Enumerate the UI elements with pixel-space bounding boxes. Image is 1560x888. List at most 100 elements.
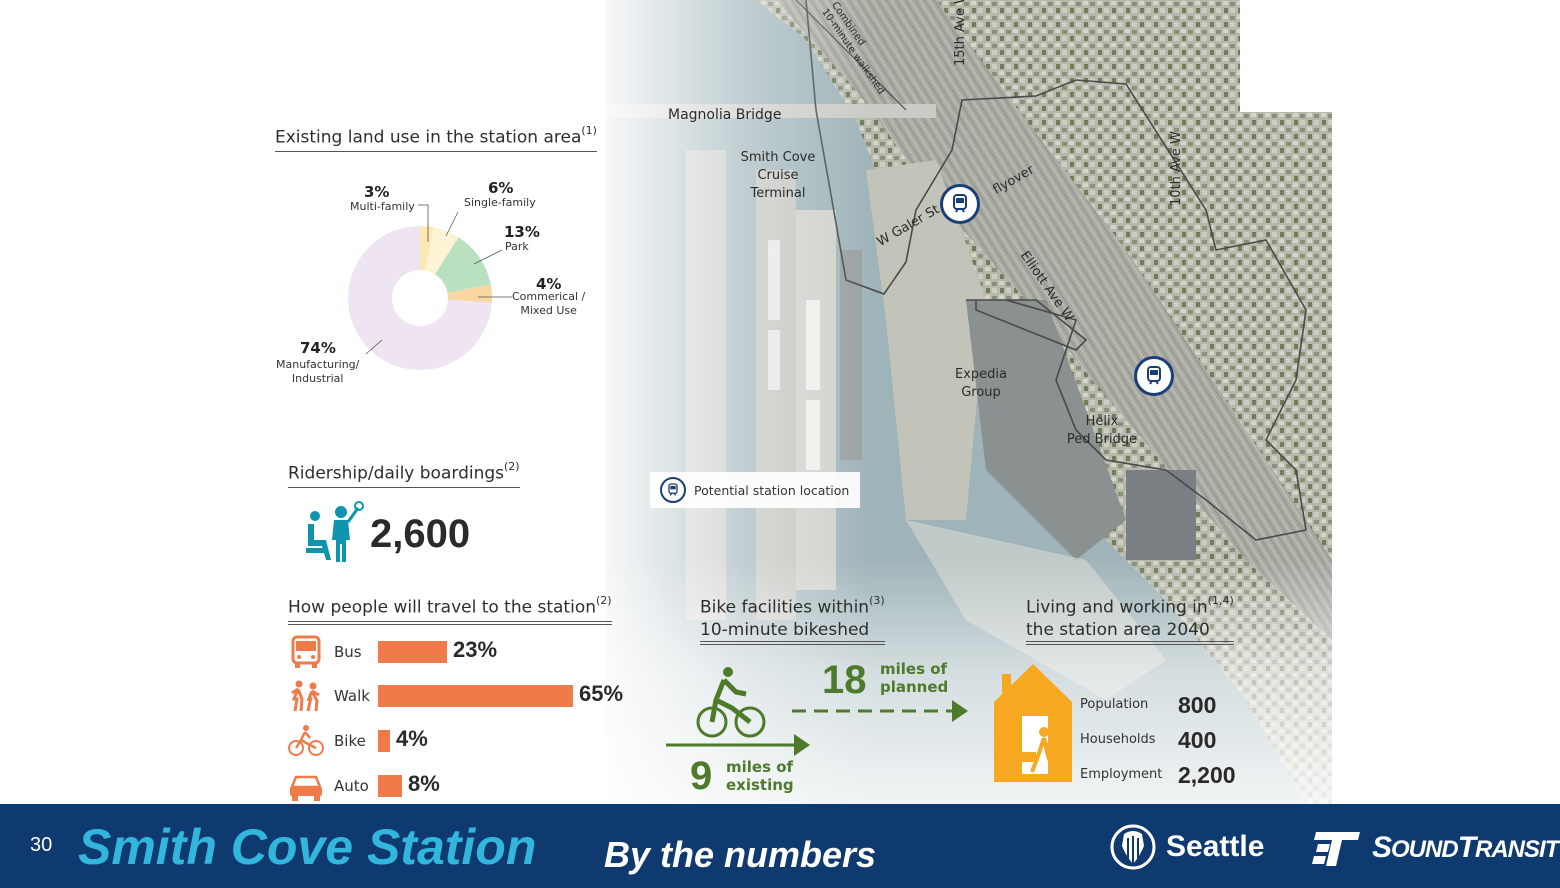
mode-label-bike: Bike bbox=[334, 732, 366, 750]
walk-icon-drawing bbox=[291, 680, 320, 712]
house-worker-icon bbox=[994, 664, 1072, 782]
mode-pct-bike: 4% bbox=[396, 726, 428, 751]
pie-cat-industrial-line1: Manufacturing/ bbox=[276, 358, 360, 371]
living-title: Living and working in(1,4) the station a… bbox=[1026, 592, 1234, 647]
legend-station-pin bbox=[660, 477, 686, 503]
car-icon bbox=[288, 769, 324, 803]
mode-label-walk: Walk bbox=[334, 687, 370, 705]
mode-pct-bus: 23% bbox=[453, 637, 498, 662]
bike-planned-value: 18 bbox=[822, 658, 867, 702]
seattle-logo: Seattle bbox=[1110, 824, 1264, 870]
land-use-title-text: Existing land use in the station area bbox=[275, 127, 582, 148]
pie-cat-industrial-line2: Industrial bbox=[291, 372, 344, 385]
bike-title-line2: 10-minute bikeshed bbox=[700, 619, 885, 642]
slide-title: Smith Cove Station bbox=[78, 819, 537, 875]
mode-label-auto: Auto bbox=[334, 777, 369, 795]
pie-leader-lines bbox=[365, 204, 512, 355]
sound-transit-mark-icon bbox=[1312, 832, 1360, 866]
living-label-population: Population bbox=[1080, 697, 1149, 712]
ridership-ref: (2) bbox=[504, 460, 520, 473]
car-icon-drawing bbox=[290, 775, 322, 801]
train-icon bbox=[953, 194, 967, 213]
bus-icon bbox=[288, 635, 324, 669]
train-icon bbox=[1147, 366, 1161, 385]
bike-planned-caption: miles of planned bbox=[880, 660, 948, 696]
sound-transit-logo: SOUNDTRANSIT bbox=[1312, 826, 1559, 870]
travel-ref: (2) bbox=[596, 594, 612, 607]
mode-label-bus: Bus bbox=[334, 643, 362, 661]
st-logo-t: T bbox=[1457, 831, 1476, 864]
mode-bar-bike bbox=[378, 730, 390, 752]
map-label-smith-cove-line3: Terminal bbox=[750, 186, 806, 201]
legend-label: Potential station location bbox=[694, 482, 850, 498]
map-label-helix-line2: Ped Bridge bbox=[1066, 432, 1138, 447]
walk-icon bbox=[288, 679, 324, 713]
pie-cat-industrial: Manufacturing/ Industrial bbox=[276, 358, 359, 386]
mode-row-auto: Auto 8% bbox=[288, 768, 648, 804]
living-title-underline bbox=[1026, 643, 1234, 645]
donut-slice-multi-family bbox=[420, 226, 434, 271]
pie-pct-single-family: 6% bbox=[488, 179, 514, 197]
pie-cat-commercial-line2: Mixed Use bbox=[520, 304, 577, 317]
map-label-expedia-line1: Expedia bbox=[955, 367, 1007, 382]
living-title-line2: the station area 2040 bbox=[1026, 619, 1234, 642]
mode-row-walk: Walk 65% bbox=[288, 678, 648, 714]
bike-planned-caption-line1: miles of bbox=[880, 660, 948, 678]
living-label-households: Households bbox=[1080, 732, 1156, 747]
bike-icon-drawing bbox=[288, 725, 324, 756]
bike-existing-caption-line2: existing bbox=[726, 776, 794, 794]
st-logo-ransit: RANSIT bbox=[1475, 836, 1559, 863]
bike-ref: (3) bbox=[869, 594, 885, 607]
living-value-households: 400 bbox=[1178, 727, 1217, 753]
st-logo-s: S bbox=[1372, 831, 1392, 864]
donut-slice-industrial bbox=[348, 226, 492, 370]
station-pin-south[interactable] bbox=[1134, 356, 1174, 396]
cyclist-icon bbox=[696, 667, 766, 738]
map-label-magnolia-bridge: Magnolia Bridge bbox=[668, 107, 782, 123]
land-use-ref: (1) bbox=[581, 124, 597, 137]
pie-cat-commercial: Commerical / Mixed Use bbox=[512, 290, 585, 318]
slide-subtitle: By the numbers bbox=[604, 834, 877, 875]
map-label-expedia-line2: Group bbox=[961, 385, 1001, 400]
bike-title-line1-text: Bike facilities within bbox=[700, 597, 870, 618]
bus-icon-drawing bbox=[291, 635, 321, 668]
map-label-smith-cove-terminal: Smith Cove Cruise Terminal bbox=[736, 149, 820, 203]
map-label-15th-ave: 15th Ave W bbox=[953, 0, 968, 66]
st-logo-ound: OUND bbox=[1391, 836, 1459, 863]
pie-pct-multi-family: 3% bbox=[364, 183, 390, 201]
station-pin-north[interactable] bbox=[940, 184, 980, 224]
living-title-line1-text: Living and working in bbox=[1026, 597, 1208, 618]
pie-pct-park: 13% bbox=[504, 223, 540, 241]
land-use-title: Existing land use in the station area(1) bbox=[275, 122, 597, 152]
map-label-expedia: Expedia Group bbox=[948, 366, 1014, 402]
seattle-logo-text: Seattle bbox=[1166, 830, 1265, 863]
travel-title: How people will travel to the station(2) bbox=[288, 592, 612, 625]
map-label-10th-ave: 10th Ave W bbox=[1169, 131, 1184, 206]
pie-pct-commercial: 4% bbox=[536, 275, 562, 293]
map-label-helix-line1: Helix bbox=[1085, 414, 1119, 429]
pie-cat-multi-family: Multi-family bbox=[350, 200, 415, 213]
train-icon bbox=[668, 483, 678, 496]
bike-title: Bike facilities within(3) 10-minute bike… bbox=[700, 592, 885, 647]
bike-title-line1: Bike facilities within(3) bbox=[700, 592, 885, 619]
donut-slice-single-family bbox=[425, 227, 459, 275]
living-label-employment: Employment bbox=[1080, 767, 1163, 782]
map-label-helix: Helix Ped Bridge bbox=[1062, 413, 1142, 449]
travel-title-underline bbox=[288, 620, 612, 622]
sound-transit-logo-text: SOUNDTRANSIT bbox=[1372, 831, 1559, 865]
bike-icon bbox=[288, 724, 324, 758]
bike-existing-caption-line1: miles of bbox=[726, 758, 794, 776]
pie-pct-industrial: 74% bbox=[300, 339, 336, 357]
pie-cat-park: Park bbox=[505, 240, 529, 253]
page-number: 30 bbox=[30, 834, 53, 856]
bike-diagram bbox=[666, 667, 968, 756]
map-label-smith-cove-line2: Cruise bbox=[757, 168, 799, 183]
mode-bar-walk bbox=[378, 685, 573, 707]
travel-title-text: How people will travel to the station bbox=[288, 597, 596, 618]
map-label-smith-cove-line1: Smith Cove bbox=[740, 150, 816, 165]
living-value-population: 800 bbox=[1178, 692, 1217, 718]
mode-pct-auto: 8% bbox=[408, 771, 440, 796]
ridership-title-text: Ridership/daily boardings bbox=[288, 463, 505, 484]
bike-title-underline bbox=[700, 643, 885, 645]
ridership-value: 2,600 bbox=[370, 512, 471, 556]
